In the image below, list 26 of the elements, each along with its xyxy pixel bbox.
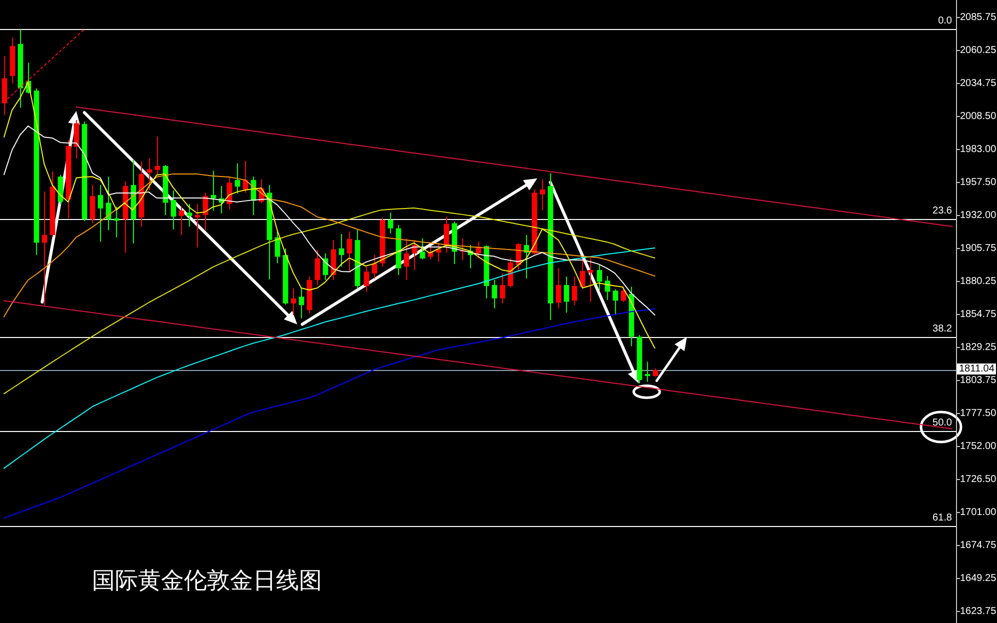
y-tick-label: 1854.75 (960, 309, 996, 320)
title: 国际黄金伦敦金日线图 (92, 567, 322, 593)
level-label: 23.6 (932, 206, 952, 216)
y-tick-label: 1701.00 (960, 507, 996, 518)
y-tick-label: 1752.00 (960, 441, 996, 452)
y-tick-label: 1726.50 (960, 474, 996, 485)
y-tick-label: 2034.75 (960, 78, 996, 89)
ref-label: 1811.04 (959, 364, 994, 374)
y-tick-label: 1674.75 (960, 540, 996, 551)
level-label: 38.2 (932, 324, 952, 334)
y-tick-label: 2060.25 (960, 45, 996, 56)
level-label: 50.0 (932, 418, 952, 428)
level-label: 0.0 (938, 16, 952, 26)
y-tick-label: 1932.00 (960, 210, 996, 221)
y-tick-label: 1649.25 (960, 573, 996, 584)
y-tick-label: 1803.75 (960, 375, 996, 386)
y-tick-label: 2008.50 (960, 111, 996, 122)
y-tick-label: 1777.50 (960, 408, 996, 419)
y-tick-label: 1623.75 (960, 606, 996, 617)
y-tick-label: 1905.75 (960, 243, 996, 254)
y-tick-label: 1983.00 (960, 144, 996, 155)
level-label: 61.8 (932, 512, 952, 524)
y-tick-label: 2085.75 (960, 12, 996, 23)
y-tick-label: 1880.25 (960, 276, 996, 287)
y-tick-label: 1829.25 (960, 342, 996, 353)
y-tick-label: 1957.50 (960, 177, 996, 188)
